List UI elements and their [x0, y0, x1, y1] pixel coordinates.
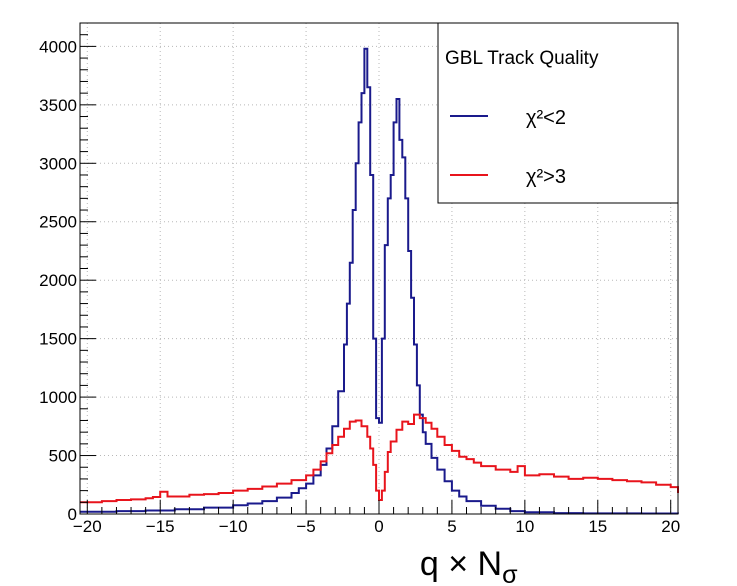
- x-tick-label: 5: [447, 517, 456, 536]
- y-tick-label: 1500: [39, 330, 77, 349]
- legend-label-chi2-lt-2: χ²<2: [526, 107, 566, 129]
- y-tick-label: 4000: [39, 37, 77, 56]
- x-tick-label: −10: [219, 517, 248, 536]
- x-axis-label: q × Nσ: [420, 545, 518, 586]
- axis-ticks: −20 −15 −10 −5 0 5 10 15 20 0 500 1000 1500 2000 2500 3…: [39, 34, 680, 536]
- legend: GBL Track Quality χ²<2 χ²>3: [437, 22, 679, 204]
- legend-label-chi2-gt-3: χ²>3: [526, 166, 566, 188]
- svg-text:q × Nσ: q × Nσ: [420, 545, 518, 586]
- x-tick-label: −15: [146, 517, 175, 536]
- y-tick-label: 500: [49, 447, 77, 466]
- legend-title: GBL Track Quality: [445, 48, 599, 69]
- x-axis-label-base: q × N: [420, 545, 502, 583]
- x-tick-label: −20: [73, 517, 102, 536]
- legend-box: [437, 22, 679, 204]
- y-tick-label: 0: [68, 505, 77, 524]
- x-tick-label: −5: [296, 517, 315, 536]
- x-axis-label-subscript: σ: [502, 561, 518, 586]
- x-tick-label: 20: [661, 517, 680, 536]
- y-tick-label: 3000: [39, 154, 77, 173]
- x-tick-label: 10: [515, 517, 534, 536]
- series-line-0: [80, 47, 679, 515]
- x-tick-label: 15: [588, 517, 607, 536]
- series-layer: [80, 47, 679, 515]
- y-tick-label: 3500: [39, 96, 77, 115]
- x-tick-label: 0: [374, 517, 383, 536]
- series-line-1: [80, 413, 679, 504]
- y-tick-label: 1000: [39, 388, 77, 407]
- y-tick-label: 2500: [39, 213, 77, 232]
- y-tick-label: 2000: [39, 271, 77, 290]
